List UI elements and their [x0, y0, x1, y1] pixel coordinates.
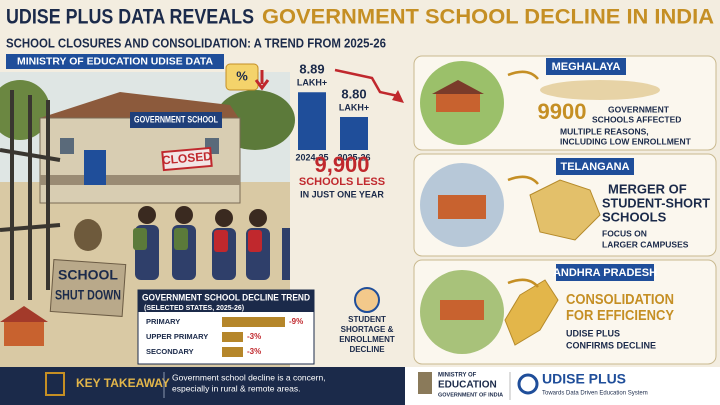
state-headline-note: SCHOOLS AFFECTED: [592, 114, 681, 124]
trend-arrow: [334, 68, 399, 98]
state-headline-note: GOVERNMENT: [608, 104, 670, 114]
ministry-line: MINISTRY OF: [438, 373, 477, 379]
state-detail: INCLUDING LOW ENROLLMENT: [560, 136, 692, 146]
bar: [222, 347, 243, 357]
state-headline: MERGER OF: [608, 181, 687, 196]
shutdown-sign-line: SCHOOL: [58, 267, 118, 283]
trend-header: [138, 290, 314, 312]
connector-arrow: [507, 278, 539, 288]
state-headline: FOR EFFICIENCY: [566, 308, 674, 324]
bar-value-label: -3%: [247, 347, 261, 356]
bar: [222, 317, 285, 327]
trend-chart: PRIMARY -9% UPPER PRIMARY -3% SECONDARY -3%: [146, 317, 303, 357]
bar-unit-label: LAKH+: [339, 102, 369, 112]
school-sign: GOVERNMENT SCHOOL: [134, 114, 218, 124]
source-tag-bg: [6, 54, 224, 69]
percent-icon: %: [236, 68, 248, 83]
ministry-line: EDUCATION: [438, 380, 497, 391]
bar: [222, 332, 243, 342]
y-tick-label: UPPER PRIMARY: [146, 332, 208, 341]
bar: [340, 117, 368, 150]
percent-badge: [225, 63, 259, 91]
y-tick-label: SECONDARY: [146, 347, 194, 356]
bar-unit-label: LAKH+: [297, 78, 327, 88]
connector-arrow: [507, 175, 539, 185]
state-headline: 9900: [538, 99, 587, 124]
state-name: MEGHALAYA: [552, 61, 621, 73]
udise-tagline: Towards Data Driven Education System: [542, 391, 648, 397]
state-headline: STUDENT-SHORT: [602, 195, 710, 210]
footer-logos-bg: [405, 367, 720, 405]
x-tick-label: 2025-26: [337, 152, 370, 162]
bar-value-label: -3%: [247, 332, 261, 341]
student-note: STUDENT: [348, 315, 386, 324]
state-detail: CONFIRMS DECLINE: [566, 340, 656, 350]
decline-value: 9,900: [314, 152, 369, 177]
subtitle: SCHOOL CLOSURES AND CONSOLIDATION: A TRE…: [6, 35, 386, 50]
x-tick-label: 2024-25: [295, 152, 328, 162]
key-text: especially in rural & remote areas.: [172, 383, 301, 393]
bar-value-label: -9%: [289, 317, 303, 326]
student-icon: [354, 287, 380, 313]
state-detail: MULTIPLE REASONS,: [560, 126, 649, 136]
trend-arrow-head: [392, 90, 404, 103]
udise-logo: [517, 373, 539, 395]
state-headline: CONSOLIDATION: [566, 292, 674, 308]
student-note: DECLINE: [349, 345, 385, 354]
closed-sign: CLOSED: [161, 149, 212, 167]
state-panel: MEGHALAYA 9900 GOVERNMENT SCHOOLS AFFECT…: [413, 55, 717, 151]
state-detail: UDISE PLUS: [566, 328, 620, 338]
emblem: [418, 372, 432, 394]
key-text: Government school decline is a concern,: [172, 372, 326, 382]
state-panel: TELANGANA MERGER OF STUDENT-SHORT SCHOOL…: [413, 153, 717, 257]
down-arrow: [254, 70, 270, 91]
clipboard-icon: [45, 372, 65, 396]
bar-value-label: 8.80: [341, 86, 366, 101]
ministry-line: GOVERNMENT OF INDIA: [438, 392, 503, 398]
trend-subtitle: (SELECTED STATES, 2025-26): [144, 305, 244, 312]
title-part1: UDISE PLUS DATA REVEALS: [6, 6, 254, 29]
state-name: ANDHRA PRADESH: [553, 267, 657, 279]
title-part2: GOVERNMENT SCHOOL DECLINE IN INDIA: [262, 6, 714, 29]
student-note: ENROLLMENT: [339, 335, 395, 344]
state-name: TELANGANA: [560, 161, 629, 173]
decline-line: SCHOOLS LESS: [299, 176, 385, 188]
y-tick-label: PRIMARY: [146, 317, 180, 326]
decline-line: IN JUST ONE YEAR: [300, 189, 384, 199]
udise-name: UDISE PLUS: [542, 371, 626, 387]
bar: [298, 92, 326, 150]
state-headline: SCHOOLS: [602, 209, 667, 224]
key-label: KEY TAKEAWAY: [76, 376, 170, 390]
state-detail: LARGER CAMPUSES: [602, 239, 689, 249]
source-tag: MINISTRY OF EDUCATION UDISE DATA: [17, 57, 213, 68]
trend-title: GOVERNMENT SCHOOL DECLINE TREND: [142, 292, 310, 302]
connector-arrow: [507, 70, 539, 80]
school-illustration: GOVERNMENT SCHOOL CLOSED SCHOOL SHUT DOW…: [0, 72, 295, 367]
state-detail: FOCUS ON: [602, 228, 647, 238]
shutdown-sign-line: SHUT DOWN: [55, 287, 121, 303]
student-note: SHORTAGE &: [341, 325, 394, 334]
state-panel: ANDHRA PRADESH CONSOLIDATION FOR EFFICIE…: [413, 259, 717, 365]
bar-value-label: 8.89: [299, 62, 324, 77]
footer-band: [0, 367, 405, 405]
